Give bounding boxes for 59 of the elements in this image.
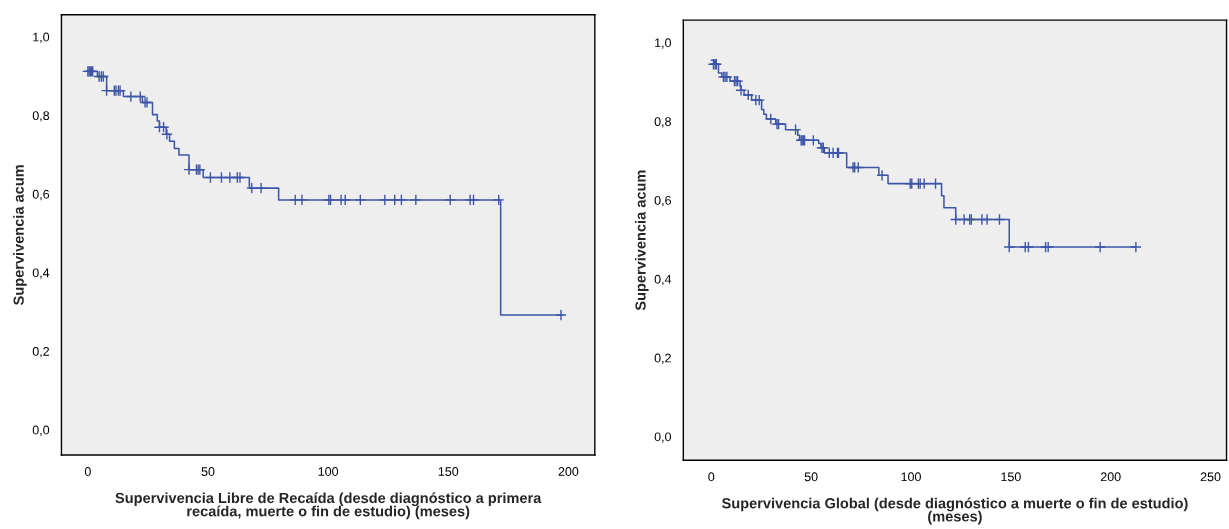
point	[125, 90, 137, 103]
point	[1094, 241, 1106, 253]
point	[379, 194, 391, 206]
point	[735, 84, 747, 97]
point	[993, 213, 1006, 226]
y-tick-label: 0,0	[654, 432, 672, 443]
point	[764, 113, 777, 125]
y-tick-label: 0,2	[654, 353, 671, 364]
point	[876, 169, 888, 182]
point	[789, 123, 802, 136]
point	[444, 194, 457, 206]
x-tick-label: 150	[438, 467, 459, 476]
point	[134, 90, 147, 103]
point	[753, 94, 766, 106]
point	[929, 177, 942, 190]
point	[807, 134, 820, 147]
x-tick-label: 50	[201, 467, 215, 476]
x-axis-title: Supervivencia Global (desde diagnóstico a muerte o fin de estudio) (meses)	[721, 497, 1188, 525]
point	[1130, 241, 1142, 253]
point	[555, 309, 567, 321]
point	[204, 171, 217, 184]
point	[981, 213, 993, 226]
point	[296, 194, 308, 206]
y-tick-label: 1,0	[655, 38, 672, 49]
x-tick-label: 0	[84, 467, 91, 476]
y-tick-label: 0,6	[32, 189, 50, 201]
x-tick-label: 100	[318, 467, 339, 476]
point	[245, 182, 258, 194]
x-tick-label: 200	[1100, 472, 1121, 482]
y-tick-label: 0,8	[32, 111, 50, 122]
point	[949, 213, 962, 226]
y-tick-label: 0,8	[654, 117, 671, 128]
y-tick-label: 0,4	[654, 274, 672, 286]
y-axis-title: Supervivencia acum	[634, 170, 649, 311]
point	[467, 194, 480, 206]
point	[215, 171, 228, 184]
y-tick-label: 0,2	[32, 347, 50, 358]
x-axis-title: Supervivencia Libre de Recaída (desde diagnóstico a primera recaída, muerte o fin de estudio) (meses)	[115, 492, 542, 520]
y-tick-label: 0,4	[32, 268, 50, 279]
point	[161, 128, 173, 141]
y-tick-label: 0,0	[32, 425, 50, 436]
point	[395, 194, 408, 206]
x-tick-label: 0	[708, 472, 715, 482]
y-tick-label: 1,0	[33, 32, 50, 43]
x-tick-label: 250	[1200, 472, 1221, 482]
y-axis-title: Supervivencia acum	[13, 165, 27, 305]
point	[492, 194, 505, 206]
point	[255, 182, 267, 194]
point	[1003, 241, 1016, 253]
x-tick-label: 200	[558, 467, 579, 476]
y-tick-label: 0,6	[654, 195, 671, 207]
point	[157, 121, 170, 134]
point	[409, 194, 422, 206]
point	[742, 89, 755, 101]
x-tick-label: 50	[804, 472, 818, 482]
x-tick-label: 100	[901, 472, 921, 482]
point	[354, 194, 367, 206]
point	[918, 177, 931, 190]
x-tick-label: 150	[1001, 472, 1021, 482]
